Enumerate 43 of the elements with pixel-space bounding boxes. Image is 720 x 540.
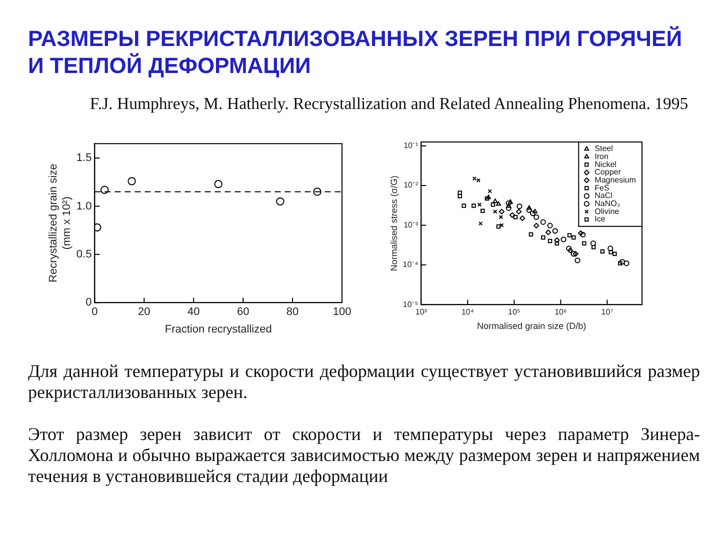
y-axis-title: Normalised stress (σ/G) — [388, 176, 399, 272]
x-axis-title: Normalised grain size (D/b) — [477, 321, 586, 332]
y-axis-title: Recrystallized grain size (mm x 10²) — [48, 164, 73, 282]
y-tick-label: 10⁻⁴ — [402, 260, 419, 270]
x-tick-label: 10⁶ — [554, 308, 567, 317]
x-tick-label: 10⁵ — [508, 308, 520, 317]
y-tick-label: 10⁻³ — [404, 220, 418, 230]
point — [214, 180, 222, 188]
y-tick-label: 1.0 — [76, 200, 92, 212]
legend-label: NaCl — [594, 191, 613, 200]
chart-title: РАЗМЕРЫ РЕКРИСТАЛЛИЗОВАННЫХ ЗЕРЕН ПРИ ГОРЯЧЕЙ И ТЕПЛОЙ ДЕФОРМАЦИИ — [28, 25, 684, 79]
y-tick-label: 10⁻² — [404, 180, 418, 190]
x-axis-title: Fraction recrystallized — [164, 323, 272, 336]
legend-label: Ice — [594, 214, 606, 224]
x-tick-label: 10³ — [415, 308, 428, 317]
x-tick-label: 80 — [286, 306, 299, 318]
point — [100, 186, 109, 194]
legend-label: NaNO₃ — [594, 199, 620, 208]
legend-label: Steel — [594, 144, 614, 154]
y-tick-label: 1.5 — [76, 152, 92, 164]
x-tick-label: 10⁴ — [461, 308, 474, 317]
y-tick-label: 10⁻⁵ — [402, 300, 418, 309]
text: Для данной температуры и скорости деформации существует установившийся размер рекристаллизованных зерен. — [28, 361, 700, 403]
text: Этот размер зерен зависит от скорости и температуры через параметр Зинера-Холломона и обычно выражается зависимостью между размером зерен и напряжением течения в установившейся стадии деформации — [28, 424, 700, 487]
point — [94, 223, 102, 232]
point — [276, 197, 284, 206]
y-tick-label: 0 — [86, 296, 92, 309]
x-tick-label: 20 — [138, 306, 150, 318]
legend-label: Copper — [594, 168, 622, 177]
legend-label: Olivine — [594, 206, 620, 216]
x-tick-label: 10⁷ — [601, 308, 614, 317]
legend-label: Magnesium — [594, 175, 636, 184]
x-tick-label: 100 — [332, 306, 352, 318]
y-tick-label: 0.5 — [76, 248, 92, 260]
legend-label: FeS — [594, 183, 610, 192]
y-tick-label: 10⁻¹ — [404, 141, 418, 150]
point — [313, 188, 322, 196]
legend-label: Nickel — [594, 160, 617, 169]
text: F.J. Humphreys, M. Hatherly. Recrystallization and Related Annealing Phenomena. 1995 — [88, 94, 690, 114]
legend-label: Iron — [594, 152, 608, 161]
point — [128, 177, 136, 186]
x-tick-label: 40 — [187, 306, 200, 318]
x-tick-label: 60 — [236, 306, 250, 318]
